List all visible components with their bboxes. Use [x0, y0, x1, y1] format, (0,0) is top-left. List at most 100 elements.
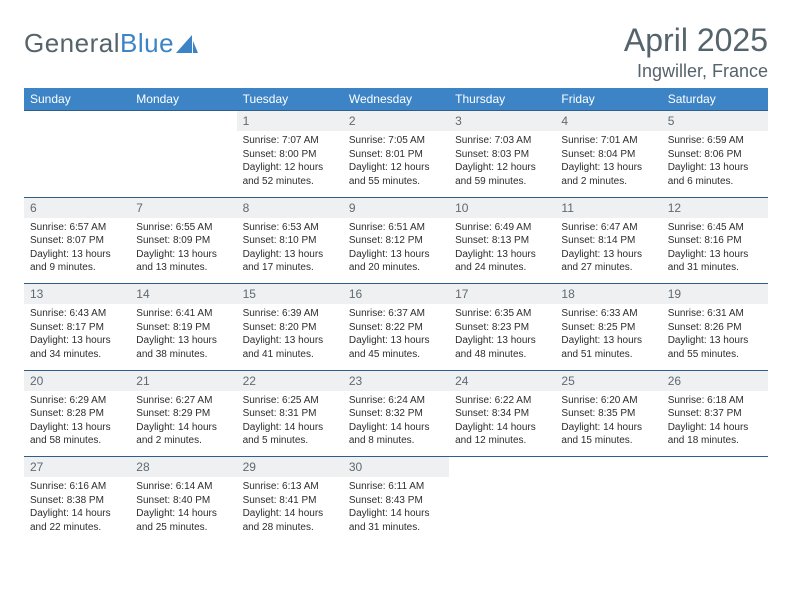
day-number-cell: 2 [343, 111, 449, 132]
title-block: April 2025 Ingwiller, France [624, 22, 768, 82]
day-content-cell: Sunrise: 6:33 AMSunset: 8:25 PMDaylight:… [555, 304, 661, 370]
day-content-cell: Sunrise: 6:53 AMSunset: 8:10 PMDaylight:… [237, 218, 343, 284]
day-number-cell: 4 [555, 111, 661, 132]
day-content-cell: Sunrise: 6:29 AMSunset: 8:28 PMDaylight:… [24, 391, 130, 457]
daylight-line: Daylight: 14 hours and 25 minutes. [136, 507, 230, 534]
daylight-line: Daylight: 13 hours and 51 minutes. [561, 334, 655, 361]
day-number-cell: 30 [343, 457, 449, 478]
sunset-line: Sunset: 8:14 PM [561, 234, 655, 248]
sunrise-line: Sunrise: 7:01 AM [561, 134, 655, 148]
day-content-cell [130, 131, 236, 197]
sunrise-line: Sunrise: 7:03 AM [455, 134, 549, 148]
sunset-line: Sunset: 8:40 PM [136, 494, 230, 508]
day-content-cell: Sunrise: 6:39 AMSunset: 8:20 PMDaylight:… [237, 304, 343, 370]
weekday-header: Wednesday [343, 88, 449, 111]
sunrise-line: Sunrise: 7:07 AM [243, 134, 337, 148]
daylight-line: Daylight: 14 hours and 8 minutes. [349, 421, 443, 448]
day-content-cell: Sunrise: 6:14 AMSunset: 8:40 PMDaylight:… [130, 477, 236, 543]
day-number-cell [555, 457, 661, 478]
sunrise-line: Sunrise: 7:05 AM [349, 134, 443, 148]
day-content-cell: Sunrise: 6:57 AMSunset: 8:07 PMDaylight:… [24, 218, 130, 284]
sunset-line: Sunset: 8:06 PM [668, 148, 762, 162]
day-number-cell [449, 457, 555, 478]
day-number-cell [130, 111, 236, 132]
day-content-row: Sunrise: 7:07 AMSunset: 8:00 PMDaylight:… [24, 131, 768, 197]
daylight-line: Daylight: 14 hours and 2 minutes. [136, 421, 230, 448]
daylight-line: Daylight: 12 hours and 59 minutes. [455, 161, 549, 188]
day-content-cell: Sunrise: 6:31 AMSunset: 8:26 PMDaylight:… [662, 304, 768, 370]
daylight-line: Daylight: 12 hours and 52 minutes. [243, 161, 337, 188]
sunrise-line: Sunrise: 6:14 AM [136, 480, 230, 494]
daylight-line: Daylight: 14 hours and 28 minutes. [243, 507, 337, 534]
day-content-cell [449, 477, 555, 543]
sunset-line: Sunset: 8:12 PM [349, 234, 443, 248]
calendar-body: 12345Sunrise: 7:07 AMSunset: 8:00 PMDayl… [24, 111, 768, 544]
day-content-row: Sunrise: 6:16 AMSunset: 8:38 PMDaylight:… [24, 477, 768, 543]
day-content-cell: Sunrise: 6:35 AMSunset: 8:23 PMDaylight:… [449, 304, 555, 370]
sunset-line: Sunset: 8:09 PM [136, 234, 230, 248]
sunrise-line: Sunrise: 6:33 AM [561, 307, 655, 321]
day-content-cell [662, 477, 768, 543]
sunset-line: Sunset: 8:26 PM [668, 321, 762, 335]
day-content-cell: Sunrise: 6:47 AMSunset: 8:14 PMDaylight:… [555, 218, 661, 284]
daylight-line: Daylight: 14 hours and 15 minutes. [561, 421, 655, 448]
sunrise-line: Sunrise: 6:25 AM [243, 394, 337, 408]
sunset-line: Sunset: 8:22 PM [349, 321, 443, 335]
day-number-cell: 16 [343, 284, 449, 305]
day-content-cell: Sunrise: 6:25 AMSunset: 8:31 PMDaylight:… [237, 391, 343, 457]
day-number-cell: 5 [662, 111, 768, 132]
day-number-cell [24, 111, 130, 132]
day-content-cell: Sunrise: 6:20 AMSunset: 8:35 PMDaylight:… [555, 391, 661, 457]
sunrise-line: Sunrise: 6:47 AM [561, 221, 655, 235]
sunset-line: Sunset: 8:01 PM [349, 148, 443, 162]
day-number-cell: 11 [555, 197, 661, 218]
day-content-row: Sunrise: 6:29 AMSunset: 8:28 PMDaylight:… [24, 391, 768, 457]
day-content-cell: Sunrise: 6:11 AMSunset: 8:43 PMDaylight:… [343, 477, 449, 543]
sunset-line: Sunset: 8:00 PM [243, 148, 337, 162]
day-content-cell: Sunrise: 6:41 AMSunset: 8:19 PMDaylight:… [130, 304, 236, 370]
day-number-cell: 27 [24, 457, 130, 478]
header-row: GeneralBlue April 2025 Ingwiller, France [24, 22, 768, 82]
sunrise-line: Sunrise: 6:53 AM [243, 221, 337, 235]
day-number-cell: 6 [24, 197, 130, 218]
sunrise-line: Sunrise: 6:51 AM [349, 221, 443, 235]
daylight-line: Daylight: 13 hours and 9 minutes. [30, 248, 124, 275]
daylight-line: Daylight: 13 hours and 13 minutes. [136, 248, 230, 275]
daylight-line: Daylight: 13 hours and 2 minutes. [561, 161, 655, 188]
sunrise-line: Sunrise: 6:27 AM [136, 394, 230, 408]
daylight-line: Daylight: 13 hours and 17 minutes. [243, 248, 337, 275]
sunset-line: Sunset: 8:13 PM [455, 234, 549, 248]
weekday-header: Friday [555, 88, 661, 111]
daylight-line: Daylight: 13 hours and 38 minutes. [136, 334, 230, 361]
day-content-cell: Sunrise: 6:13 AMSunset: 8:41 PMDaylight:… [237, 477, 343, 543]
sunset-line: Sunset: 8:16 PM [668, 234, 762, 248]
daylight-line: Daylight: 13 hours and 20 minutes. [349, 248, 443, 275]
month-title: April 2025 [624, 22, 768, 59]
daylight-line: Daylight: 13 hours and 55 minutes. [668, 334, 762, 361]
day-content-cell: Sunrise: 7:01 AMSunset: 8:04 PMDaylight:… [555, 131, 661, 197]
day-number-cell: 3 [449, 111, 555, 132]
daylight-line: Daylight: 13 hours and 58 minutes. [30, 421, 124, 448]
logo-sail-icon [176, 35, 198, 53]
day-number-row: 6789101112 [24, 197, 768, 218]
weekday-header: Monday [130, 88, 236, 111]
location-label: Ingwiller, France [624, 61, 768, 82]
day-number-cell: 20 [24, 370, 130, 391]
sunrise-line: Sunrise: 6:37 AM [349, 307, 443, 321]
day-content-cell: Sunrise: 7:07 AMSunset: 8:00 PMDaylight:… [237, 131, 343, 197]
daylight-line: Daylight: 13 hours and 34 minutes. [30, 334, 124, 361]
sunset-line: Sunset: 8:17 PM [30, 321, 124, 335]
logo-text-2: Blue [120, 28, 174, 59]
sunset-line: Sunset: 8:29 PM [136, 407, 230, 421]
day-number-row: 12345 [24, 111, 768, 132]
day-content-cell: Sunrise: 6:45 AMSunset: 8:16 PMDaylight:… [662, 218, 768, 284]
sunset-line: Sunset: 8:04 PM [561, 148, 655, 162]
day-number-cell: 1 [237, 111, 343, 132]
sunset-line: Sunset: 8:10 PM [243, 234, 337, 248]
daylight-line: Daylight: 14 hours and 5 minutes. [243, 421, 337, 448]
day-number-row: 20212223242526 [24, 370, 768, 391]
calendar-table: SundayMondayTuesdayWednesdayThursdayFrid… [24, 88, 768, 543]
sunrise-line: Sunrise: 6:57 AM [30, 221, 124, 235]
sunset-line: Sunset: 8:19 PM [136, 321, 230, 335]
day-number-cell: 14 [130, 284, 236, 305]
